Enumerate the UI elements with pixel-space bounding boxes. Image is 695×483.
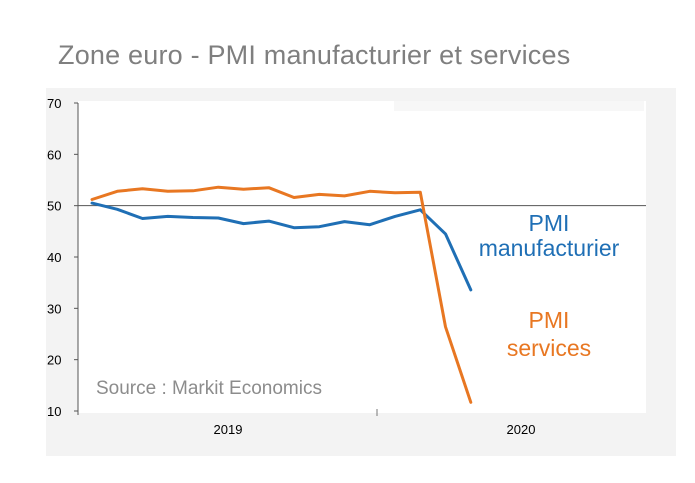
y-tick-label: 60 (47, 147, 61, 162)
series-label-manufacturier: PMI (529, 210, 570, 236)
y-tick-label: 20 (47, 353, 61, 368)
series-line-manufacturier (90, 201, 473, 292)
series-label-services: services (507, 335, 591, 361)
y-tick-label: 30 (47, 301, 61, 316)
plot-area-shade (394, 101, 644, 111)
x-year-label: 2019 (214, 422, 243, 437)
x-year-label: 2020 (507, 422, 536, 437)
chart-panel: 10 20 30 40 50 60 70 2019 2020 PMI manufacturier P… (46, 88, 676, 456)
y-tick-label: 70 (47, 96, 61, 111)
series-line-services (90, 185, 473, 404)
series-label-manufacturier: manufacturier (479, 235, 620, 261)
y-tick-label: 10 (47, 404, 61, 419)
y-tick-label: 50 (47, 199, 61, 214)
plot-area (78, 101, 646, 413)
chart-title: Zone euro - PMI manufacturier et service… (58, 40, 571, 70)
source-annotation: Source : Markit Economics (96, 378, 322, 399)
y-tick-label: 40 (47, 250, 61, 265)
series-label-services: PMI (529, 307, 570, 333)
